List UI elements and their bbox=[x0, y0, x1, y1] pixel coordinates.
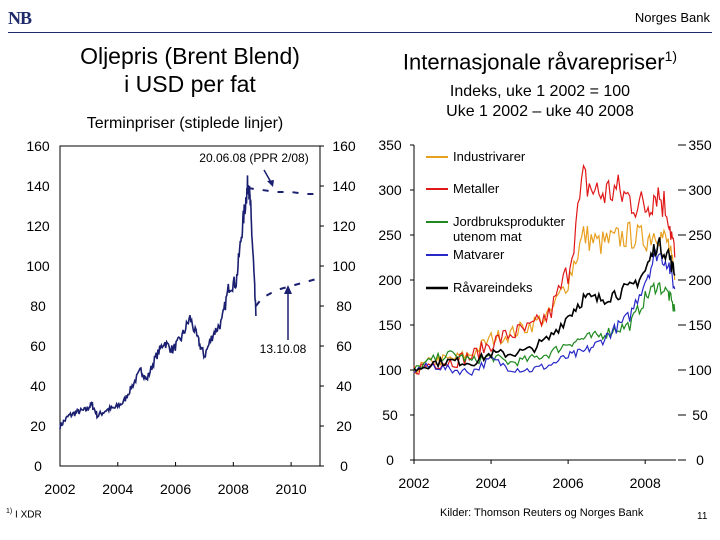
legend-label-agri: Jordbruksprodukter bbox=[453, 214, 566, 229]
legend-label-metals: Metaller bbox=[453, 181, 500, 196]
left-title-line2: i USD per fat bbox=[124, 71, 256, 97]
right-subtitle-line2: Uke 1 2002 – uke 40 2008 bbox=[446, 103, 634, 120]
comm-y-tick-left: 0 bbox=[386, 452, 394, 468]
comm-series-line-agri bbox=[413, 281, 676, 371]
oil-plot-frame bbox=[59, 145, 321, 467]
legend-label-agri-cont: utenom mat bbox=[453, 229, 522, 244]
oil-y-tick-left: 140 bbox=[26, 178, 50, 194]
right-chart-subtitle: Indeks, uke 1 2002 = 100 Uke 1 2002 – uk… bbox=[360, 82, 720, 122]
brand-name: Norges Bank bbox=[634, 10, 710, 25]
norges-bank-logo: NB bbox=[8, 8, 32, 28]
comm-y-tick-right: 300 bbox=[688, 182, 712, 198]
oil-x-tick: 2010 bbox=[276, 481, 307, 497]
comm-x-tick: 2008 bbox=[630, 475, 661, 491]
comm-series-line-industrial bbox=[413, 221, 676, 375]
oil-x-tick: 2004 bbox=[102, 481, 133, 497]
comm-y-tick-left: 200 bbox=[378, 272, 402, 288]
oil-spot-series-line bbox=[59, 175, 257, 430]
oil-y-tick-right: 60 bbox=[336, 338, 352, 354]
comm-y-tick-right: 350 bbox=[688, 137, 712, 153]
oil-annotation-top-arrowhead bbox=[267, 180, 274, 187]
oil-y-tick-right: 100 bbox=[332, 258, 356, 274]
comm-y-tick-left: 50 bbox=[382, 407, 398, 423]
legend-label-industrial: Industrivarer bbox=[453, 149, 526, 164]
oil-y-tick-right: 40 bbox=[336, 378, 352, 394]
comm-y-tick-left: 100 bbox=[378, 362, 402, 378]
comm-y-tick-left: 250 bbox=[378, 227, 402, 243]
oil-y-tick-right: 20 bbox=[336, 418, 352, 434]
comm-y-tick-right: 150 bbox=[688, 317, 712, 333]
comm-y-tick-right: 250 bbox=[688, 227, 712, 243]
oil-y-tick-left: 40 bbox=[30, 378, 46, 394]
comm-y-tick-right: 200 bbox=[688, 272, 712, 288]
oil-y-tick-right: 80 bbox=[336, 298, 352, 314]
oil-annotation-bottom: 13.10.08 bbox=[260, 342, 307, 356]
oil-y-tick-right: 160 bbox=[332, 138, 356, 154]
right-subtitle-line1: Indeks, uke 1 2002 = 100 bbox=[449, 83, 631, 100]
oil-forward-series-line-1 bbox=[247, 187, 320, 195]
comm-y-tick-right: 100 bbox=[688, 362, 712, 378]
oil-y-tick-left: 100 bbox=[26, 258, 50, 274]
left-chart-title: Oljepris (Brent Blend) i USD per fat bbox=[30, 42, 350, 98]
oil-forward-series-line-2 bbox=[255, 277, 321, 307]
oil-y-tick-left: 160 bbox=[26, 138, 50, 154]
comm-y-tick-left: 150 bbox=[378, 317, 402, 333]
page-number: 11 bbox=[697, 511, 708, 522]
oil-y-tick-right: 0 bbox=[340, 458, 348, 474]
oil-annotation-bottom-arrowhead bbox=[284, 285, 292, 294]
oil-x-tick: 2006 bbox=[160, 481, 191, 497]
comm-x-tick: 2006 bbox=[553, 475, 584, 491]
header-divider bbox=[8, 32, 712, 33]
comm-series-line-commodity bbox=[413, 237, 676, 372]
comm-y-tick-left: 350 bbox=[378, 137, 402, 153]
right-chart-title: Internasjonale råvarepriser1) bbox=[360, 42, 720, 76]
oil-x-tick: 2008 bbox=[218, 481, 249, 497]
comm-x-tick: 2004 bbox=[475, 475, 506, 491]
footnote-text: I XDR bbox=[15, 509, 42, 521]
comm-series-line-metals bbox=[413, 163, 676, 375]
oil-annotation-top: 20.06.08 (PPR 2/08) bbox=[199, 151, 308, 165]
left-chart-subtitle: Terminpriser (stiplede linjer) bbox=[86, 115, 284, 132]
oil-y-tick-right: 140 bbox=[332, 178, 356, 194]
right-title-text: Internasjonale råvarepriser bbox=[402, 49, 665, 75]
comm-y-tick-right: 50 bbox=[692, 407, 708, 423]
oil-y-tick-left: 60 bbox=[30, 338, 46, 354]
oil-y-tick-right: 120 bbox=[332, 218, 356, 234]
source-note: Kilder: Thomson Reuters og Norges Bank bbox=[440, 507, 644, 519]
legend-label-food: Matvarer bbox=[453, 247, 505, 262]
oil-y-tick-left: 20 bbox=[30, 418, 46, 434]
oil-x-tick: 2002 bbox=[44, 481, 75, 497]
comm-y-tick-right: 0 bbox=[696, 452, 704, 468]
left-title-line1: Oljepris (Brent Blend) bbox=[80, 43, 300, 69]
footnote-marker: 1) bbox=[6, 508, 13, 515]
footnote: 1) I XDR bbox=[6, 508, 42, 520]
oil-y-tick-left: 120 bbox=[26, 218, 50, 234]
comm-series-line-food bbox=[413, 248, 676, 376]
legend-label-commodity: Råvareindeks bbox=[453, 280, 533, 295]
right-title-sup: 1) bbox=[664, 48, 678, 64]
oil-y-tick-left: 0 bbox=[34, 458, 42, 474]
oil-y-tick-left: 80 bbox=[30, 298, 46, 314]
comm-y-tick-left: 300 bbox=[378, 182, 402, 198]
comm-x-tick: 2002 bbox=[398, 475, 429, 491]
